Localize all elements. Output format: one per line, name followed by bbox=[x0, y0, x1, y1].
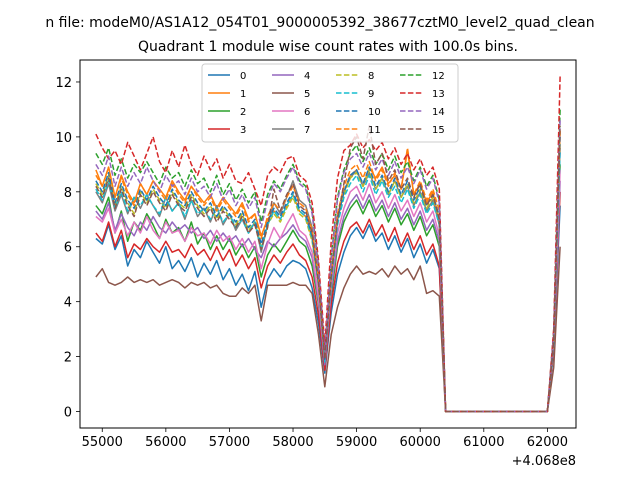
legend-label: 2 bbox=[240, 107, 246, 118]
series-layer bbox=[95, 76, 561, 413]
axes-frame bbox=[79, 59, 577, 429]
y-tick-label: 4 bbox=[64, 296, 72, 311]
x-tick-label: 58000 bbox=[272, 435, 313, 450]
legend-label: 12 bbox=[432, 71, 445, 82]
legend-label: 14 bbox=[432, 107, 445, 118]
y-tick-label: 6 bbox=[64, 241, 72, 256]
legend-label: 1 bbox=[240, 89, 246, 100]
x-axis: 55000 56000 57000 58000 59000 60000 61000 62000 bbox=[82, 428, 568, 450]
y-tick-label: 10 bbox=[55, 131, 72, 146]
legend-label: 5 bbox=[304, 89, 310, 100]
x-tick-label: 61000 bbox=[463, 435, 504, 450]
x-tick-label: 59000 bbox=[336, 435, 377, 450]
legend-label: 11 bbox=[368, 125, 381, 136]
x-tick-label: 56000 bbox=[145, 435, 186, 450]
x-tick-label: 55000 bbox=[82, 435, 123, 450]
y-axis: 0 2 4 6 8 10 12 bbox=[55, 76, 80, 421]
x-tick-label: 57000 bbox=[209, 435, 250, 450]
legend-label: 8 bbox=[368, 71, 374, 82]
y-tick-label: 0 bbox=[64, 406, 72, 421]
legend-frame bbox=[201, 63, 459, 143]
y-tick-label: 2 bbox=[64, 351, 72, 366]
series-14-line bbox=[95, 120, 561, 413]
legend-label: 3 bbox=[240, 125, 246, 136]
figure-suptitle: n file: modeM0/AS1A12_054T01_9000005392_… bbox=[45, 15, 594, 31]
y-tick-label: 12 bbox=[55, 76, 72, 91]
x-tick-label: 60000 bbox=[400, 435, 441, 450]
chart-title: Quadrant 1 module wise count rates with … bbox=[138, 39, 518, 55]
legend-label: 13 bbox=[432, 89, 445, 100]
legend-label: 7 bbox=[304, 125, 310, 136]
series-15-line bbox=[95, 125, 561, 413]
legend-label: 0 bbox=[240, 71, 246, 82]
x-tick-label: 62000 bbox=[527, 435, 568, 450]
legend-label: 10 bbox=[368, 107, 381, 118]
x-axis-offset-label: +4.068e8 bbox=[512, 454, 576, 469]
y-tick-label: 8 bbox=[64, 186, 72, 201]
legend-label: 15 bbox=[432, 125, 445, 136]
legend-label: 4 bbox=[304, 71, 310, 82]
legend-label: 6 bbox=[304, 107, 310, 118]
legend-label: 9 bbox=[368, 89, 374, 100]
